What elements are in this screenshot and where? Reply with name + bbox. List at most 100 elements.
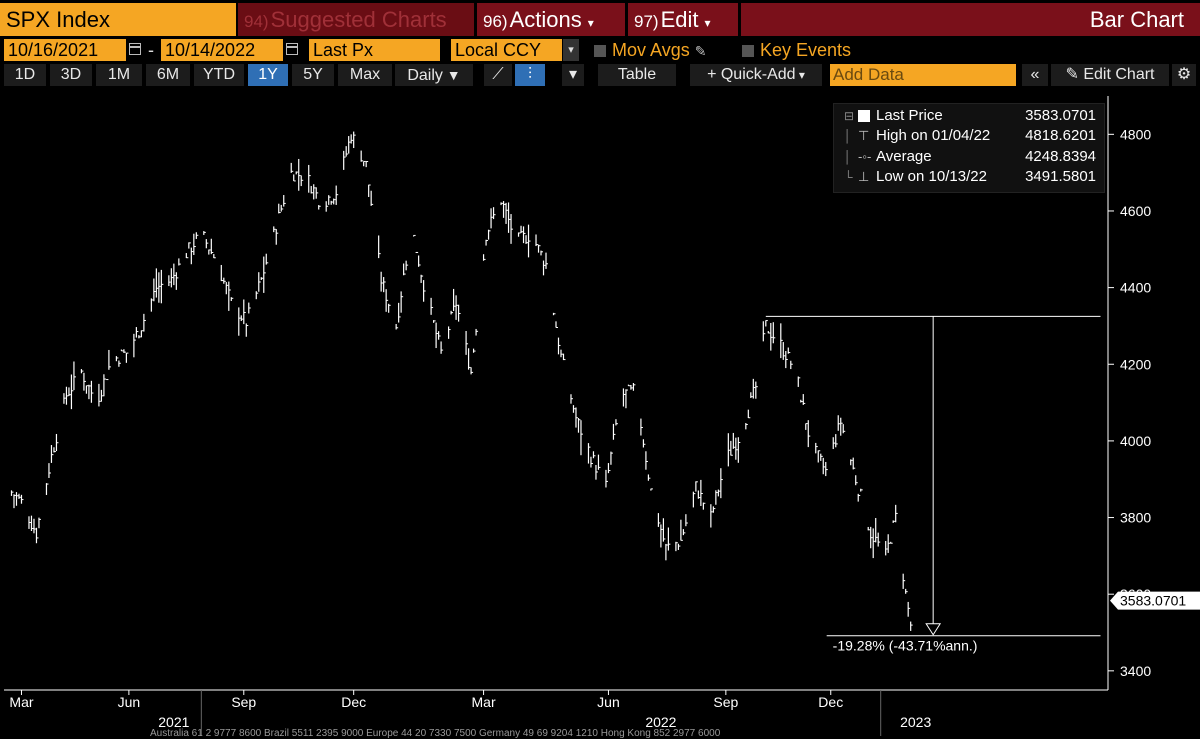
edit-menu[interactable]: 97)Edit ▾ — [628, 3, 738, 36]
legend-low[interactable]: └ ⊥ Low on 10/13/22 3491.5801 — [834, 167, 1104, 187]
price-field-select[interactable]: Last Px — [309, 39, 440, 61]
x-month-label: Sep — [713, 694, 738, 710]
edit-number: 97) — [634, 12, 659, 31]
average-marker-icon: -◦- — [858, 149, 872, 164]
checkbox-icon — [594, 45, 606, 57]
bar-chart-icon[interactable]: ⫶ — [515, 64, 545, 86]
x-month-label: Mar — [472, 694, 496, 710]
title-bar: SPX Index 94)Suggested Charts 96)Actions… — [0, 0, 1200, 38]
legend-low-label: Low on 10/13/22 — [876, 168, 987, 185]
toolbar: 1D 3D 1M 6M YTD 1Y 5Y Max Daily ▼ ⟋ ⫶ ▾ Table + Quick… — [0, 62, 1200, 88]
low-marker-icon: ⊥ — [858, 169, 870, 184]
range-button-1m[interactable]: 1M — [96, 64, 142, 86]
range-button-5y[interactable]: 5Y — [292, 64, 334, 86]
frequency-label: Daily — [407, 67, 443, 84]
arrow-down-icon — [925, 623, 942, 636]
x-year-label: 2021 — [158, 714, 189, 730]
edit-chart-button[interactable]: ✎ Edit Chart — [1051, 64, 1169, 86]
quick-add-button[interactable]: + Quick-Add ▾ — [690, 64, 822, 86]
range-button-6m[interactable]: 6M — [146, 64, 190, 86]
legend-last-price[interactable]: ⊟ Last Price 3583.0701 — [834, 106, 1104, 126]
caret-down-icon: ▾ — [795, 68, 805, 82]
high-marker-icon: ⊤ — [858, 128, 870, 143]
mov-avgs-checkbox[interactable]: Mov Avgs ✎ — [594, 39, 734, 61]
y-tick-label: 4200 — [1120, 356, 1151, 372]
legend-last-value: 3583.0701 — [1025, 107, 1096, 124]
x-month-label: Mar — [9, 694, 33, 710]
collapse-tree-icon[interactable]: ⊟ — [844, 109, 855, 123]
edit-label: Edit — [660, 7, 699, 32]
range-button-1d[interactable]: 1D — [4, 64, 46, 86]
gear-icon[interactable]: ⚙ — [1172, 64, 1196, 86]
actions-label: Actions — [509, 7, 582, 32]
last-price-tag — [1110, 591, 1200, 610]
edit-chart-label: Edit Chart — [1083, 66, 1155, 83]
pencil-icon: ✎ — [1065, 66, 1084, 83]
calendar-icon[interactable] — [286, 43, 298, 55]
currency-select[interactable]: Local CCY — [451, 39, 562, 61]
ticker-field[interactable]: SPX Index — [0, 3, 236, 36]
chart-type-title: Bar Chart — [741, 3, 1200, 36]
legend-average[interactable]: │ -◦- Average 4248.8394 — [834, 147, 1104, 167]
checkbox-icon — [742, 45, 754, 57]
plus-icon: + — [707, 66, 721, 83]
x-month-label: Jun — [118, 694, 141, 710]
range-button-ytd[interactable]: YTD — [194, 64, 244, 86]
y-tick-label: 4800 — [1120, 126, 1151, 142]
price-chart[interactable]: 34003600380040004200440046004800MarJunSe… — [0, 88, 1200, 736]
price-bars — [10, 131, 913, 631]
key-events-label: Key Events — [760, 40, 852, 60]
caret-down-icon: ▾ — [704, 16, 711, 30]
calendar-icon[interactable] — [129, 43, 141, 55]
legend-average-label: Average — [876, 148, 932, 165]
add-data-input[interactable] — [830, 64, 1016, 86]
collapse-icon[interactable]: « — [1022, 64, 1048, 86]
y-tick-label: 4600 — [1120, 203, 1151, 219]
tree-line-icon: │ — [844, 129, 852, 143]
x-month-label: Sep — [231, 694, 256, 710]
legend-high-value: 4818.6201 — [1025, 127, 1096, 144]
suggested-number: 94) — [244, 12, 269, 31]
suggested-charts-button[interactable]: 94)Suggested Charts — [238, 3, 474, 36]
x-year-label: 2022 — [645, 714, 676, 730]
x-month-label: Dec — [818, 694, 843, 710]
series-swatch-icon — [858, 110, 870, 122]
frequency-select[interactable]: Daily ▼ — [395, 64, 473, 86]
suggested-label: Suggested Charts — [270, 7, 447, 32]
x-month-label: Jun — [597, 694, 620, 710]
y-tick-label: 3400 — [1120, 663, 1151, 679]
range-button-3d[interactable]: 3D — [50, 64, 92, 86]
legend-high[interactable]: │ ⊤ High on 01/04/22 4818.6201 — [834, 126, 1104, 146]
x-year-label: 2023 — [900, 714, 931, 730]
dropdown-arrow-icon: ▼ — [442, 67, 461, 83]
line-chart-icon[interactable]: ⟋ — [484, 64, 512, 86]
date-separator: - — [148, 40, 154, 60]
y-tick-label: 3800 — [1120, 510, 1151, 526]
legend-last-label: Last Price — [876, 107, 943, 124]
key-events-checkbox[interactable]: Key Events — [742, 39, 892, 61]
legend-average-value: 4248.8394 — [1025, 148, 1096, 165]
pencil-icon[interactable]: ✎ — [694, 43, 707, 59]
actions-number: 96) — [483, 12, 508, 31]
y-tick-label: 4400 — [1120, 280, 1151, 296]
last-price-tag-label: 3583.0701 — [1120, 593, 1186, 609]
range-button-max[interactable]: Max — [338, 64, 392, 86]
legend-high-label: High on 01/04/22 — [876, 127, 991, 144]
table-button[interactable]: Table — [598, 64, 676, 86]
y-tick-label: 4000 — [1120, 433, 1151, 449]
range-button-1y[interactable]: 1Y — [248, 64, 288, 86]
start-date-field[interactable]: 10/16/2021 — [4, 39, 126, 61]
tree-line-icon: │ — [844, 150, 852, 164]
footer-contacts: Australia 61 2 9777 8600 Brazil 5511 239… — [150, 728, 721, 739]
tree-line-icon: └ — [844, 170, 853, 184]
chevron-down-icon[interactable]: ▾ — [563, 39, 579, 61]
chevron-down-icon[interactable]: ▾ — [562, 64, 584, 86]
mov-avgs-label: Mov Avgs — [612, 40, 690, 60]
end-date-field[interactable]: 10/14/2022 — [161, 39, 283, 61]
x-month-label: Dec — [341, 694, 366, 710]
actions-menu[interactable]: 96)Actions ▾ — [477, 3, 625, 36]
drawdown-annotation: -19.28% (-43.71%ann.) — [765, 315, 1101, 654]
legend-panel: ⊟ Last Price 3583.0701 │ ⊤ High on 01/04… — [833, 103, 1105, 193]
date-controls: 10/16/2021 - 10/14/2022 Last Px Local CC… — [0, 38, 1200, 62]
legend-low-value: 3491.5801 — [1025, 168, 1096, 185]
